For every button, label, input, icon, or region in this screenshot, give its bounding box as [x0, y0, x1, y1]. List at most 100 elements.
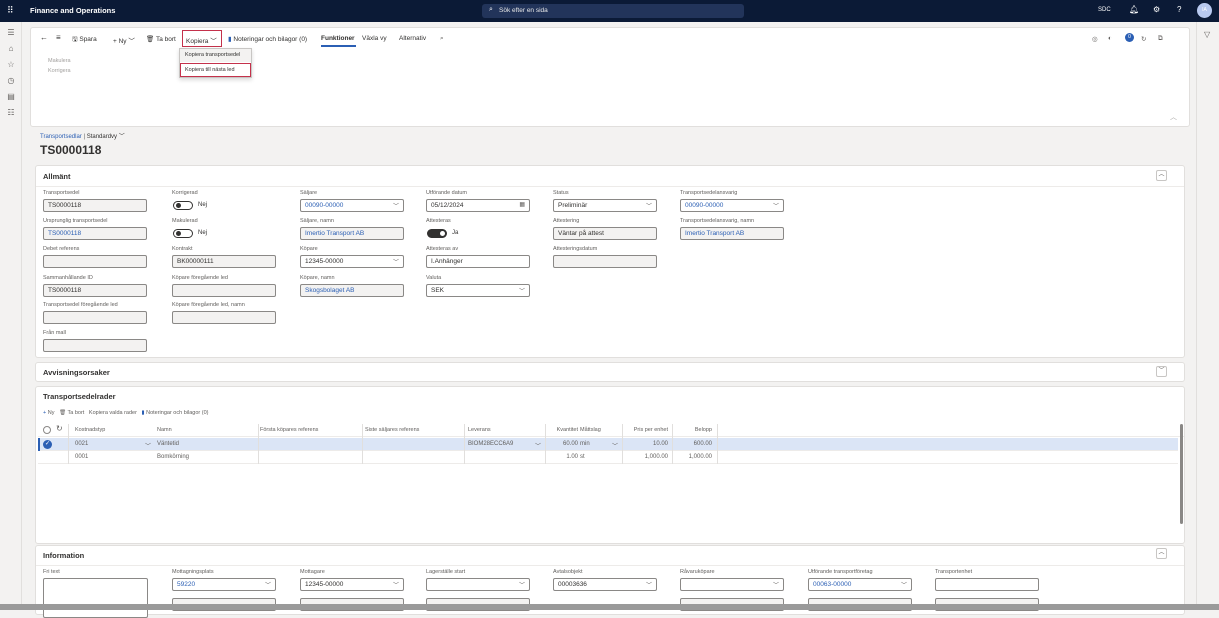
- mottagningsplats-field[interactable]: 59220 ﹀: [172, 578, 276, 591]
- collapse-icon[interactable]: ︿: [1156, 548, 1167, 559]
- app-launcher-icon[interactable]: ⠿: [7, 5, 14, 15]
- action-correct[interactable]: Korrigera: [48, 68, 71, 74]
- chevron-down-icon[interactable]: ﹀: [900, 583, 907, 589]
- home-icon[interactable]: ⌂: [8, 44, 14, 53]
- utforande-datum-field[interactable]: 05/12/2024 ▦: [426, 199, 530, 212]
- cell-mattslag[interactable]: st: [580, 454, 585, 460]
- notes-button[interactable]: ▮ Noteringar och bilagor (0): [228, 35, 307, 43]
- attesteras-toggle[interactable]: [427, 229, 447, 238]
- breadcrumb-list-link[interactable]: Transportsedlar: [40, 134, 82, 140]
- delete-button[interactable]: 🗑︎ Ta bort: [146, 35, 176, 43]
- lines-notes-button[interactable]: ▮ Noteringar och bilagor (0): [142, 410, 209, 416]
- back-icon[interactable]: ←: [40, 33, 48, 42]
- view-selector[interactable]: Standardvy ﹀: [86, 134, 125, 140]
- lines-new-button[interactable]: + Ny: [43, 410, 54, 416]
- menu-lines-icon[interactable]: ≡: [56, 33, 61, 42]
- chevron-down-icon[interactable]: ﹀: [518, 289, 525, 295]
- row-checkbox[interactable]: [43, 453, 52, 462]
- lines-copy-selected-button[interactable]: Kopiera valda rader: [88, 410, 137, 416]
- cell-namn[interactable]: Bomkörning: [157, 454, 190, 460]
- select-all-checkbox[interactable]: [43, 426, 51, 434]
- chevron-down-icon-leverans[interactable]: ﹀: [535, 444, 542, 450]
- open-new-window-icon[interactable]: ⧉: [1158, 35, 1163, 42]
- mottagare-field[interactable]: 12345-00000 ﹀: [300, 578, 404, 591]
- collapse-icon[interactable]: ︿: [1156, 170, 1167, 181]
- power-apps-icon[interactable]: ◎: [1092, 36, 1098, 43]
- calendar-icon[interactable]: ▦: [519, 202, 525, 208]
- menu-item-copy-transport-note[interactable]: Kopiera transportsedel: [180, 49, 251, 62]
- clock-icon[interactable]: ◷: [7, 76, 15, 85]
- cell-pris-per-enhet[interactable]: 1,000.00: [644, 454, 668, 460]
- transportsedelansvarig-field[interactable]: 00090-00000 ﹀: [680, 199, 784, 212]
- modules-icon[interactable]: ☷: [7, 108, 15, 117]
- filter-icon[interactable]: ▽: [1204, 30, 1211, 39]
- chevron-down-icon[interactable]: ﹀: [392, 583, 399, 589]
- column-header-mattslag[interactable]: Måttslag: [580, 427, 601, 433]
- expand-icon[interactable]: ﹀: [1156, 366, 1167, 377]
- saljare-field[interactable]: 00090-00000 ﹀: [300, 199, 404, 212]
- gear-icon[interactable]: ⚙: [1153, 5, 1161, 14]
- fri-text-textarea[interactable]: [43, 578, 148, 618]
- search-icon[interactable]: ⌕: [440, 35, 444, 42]
- column-header-siste-saljares-referens[interactable]: Siste säljares referens: [365, 427, 420, 433]
- hamburger-icon[interactable]: ☰: [7, 28, 15, 37]
- table-row[interactable]: [38, 438, 1178, 451]
- chevron-down-icon[interactable]: ﹀: [264, 583, 271, 589]
- bell-icon[interactable]: 🔔︎: [1129, 5, 1140, 14]
- avtalsobjekt-field[interactable]: 00003636 ﹀: [553, 578, 657, 591]
- column-header-namn[interactable]: Namn: [157, 427, 172, 433]
- utforande-transportforetag-field[interactable]: 00063-00000 ﹀: [808, 578, 912, 591]
- lines-delete-button[interactable]: 🗑︎ Ta bort: [59, 410, 84, 416]
- star-icon[interactable]: ☆: [7, 60, 15, 69]
- tab-switch-view[interactable]: Växla vy: [362, 35, 387, 42]
- makulerad-toggle[interactable]: [173, 229, 193, 238]
- chevron-down-icon[interactable]: ﹀: [772, 204, 779, 210]
- refresh-icon[interactable]: ↻: [56, 424, 63, 433]
- status-field[interactable]: Preliminär ﹀: [553, 199, 657, 212]
- tab-options[interactable]: Alternativ: [399, 35, 427, 42]
- transportenhet-field[interactable]: [935, 578, 1039, 591]
- menu-item-copy-to-next-level[interactable]: Kopiera till nästa led: [180, 63, 251, 77]
- cell-kostnadstyp[interactable]: 0021: [75, 441, 89, 447]
- cell-kvantitet[interactable]: 60.00: [562, 441, 578, 447]
- section-rejection-reasons[interactable]: [35, 362, 1185, 382]
- cell-kostnadstyp[interactable]: 0001: [75, 454, 89, 460]
- chevron-down-icon-kostnadstyp[interactable]: ﹀: [145, 444, 152, 450]
- column-header-kvantitet[interactable]: Kvantitet: [556, 427, 578, 433]
- chevron-down-icon[interactable]: ﹀: [645, 204, 652, 210]
- help-icon[interactable]: ?: [1177, 5, 1182, 14]
- ravarukopare-field[interactable]: ﹀: [680, 578, 784, 591]
- cell-namn[interactable]: Väntetid: [157, 441, 180, 447]
- notification-badge[interactable]: 0: [1125, 33, 1134, 42]
- tab-functions[interactable]: Funktioner: [321, 35, 355, 42]
- action-void[interactable]: Makulera: [48, 58, 71, 64]
- avatar[interactable]: IA: [1197, 3, 1212, 18]
- new-button[interactable]: + Ny ﹀: [113, 35, 135, 45]
- valuta-field[interactable]: SEK ﹀: [426, 284, 530, 297]
- row-checkbox-checked[interactable]: ✓: [43, 440, 52, 449]
- collapse-chevron-icon[interactable]: ︿: [1170, 114, 1177, 121]
- company-selector[interactable]: SDC: [1098, 7, 1111, 13]
- chevron-down-icon[interactable]: ﹀: [518, 583, 525, 589]
- chevron-down-icon[interactable]: ﹀: [392, 260, 399, 266]
- chevron-down-icon[interactable]: ﹀: [392, 204, 399, 210]
- save-button[interactable]: 🖫︎ Spara: [72, 35, 97, 46]
- column-header-belopp[interactable]: Belopp: [694, 427, 712, 433]
- refresh-icon[interactable]: ↻: [1141, 36, 1147, 43]
- chevron-down-icon[interactable]: ﹀: [645, 583, 652, 589]
- search-box[interactable]: ⌕ Sök efter en sida: [482, 4, 744, 18]
- office-icon[interactable]: ◐: [1108, 35, 1112, 42]
- cell-leverans[interactable]: BIOM28ECC6A9: [468, 441, 514, 447]
- column-header-leverans[interactable]: Leverans: [468, 427, 491, 433]
- copy-button[interactable]: Kopiera ﹀: [186, 35, 217, 45]
- cell-mattslag[interactable]: min: [580, 441, 590, 447]
- cell-belopp[interactable]: 600.00: [693, 441, 712, 447]
- column-header-kostnadstyp[interactable]: Kostnadstyp: [75, 427, 106, 433]
- grid-scrollbar[interactable]: [1180, 424, 1183, 524]
- korrigerad-toggle[interactable]: [173, 201, 193, 210]
- cell-kvantitet[interactable]: 1.00: [566, 454, 578, 460]
- attesteras-av-field[interactable]: I.Anhänger: [426, 255, 530, 268]
- cell-pris-per-enhet[interactable]: 10.00: [652, 441, 668, 447]
- table-row[interactable]: [38, 451, 1178, 464]
- lagerstalle-start-field[interactable]: ﹀: [426, 578, 530, 591]
